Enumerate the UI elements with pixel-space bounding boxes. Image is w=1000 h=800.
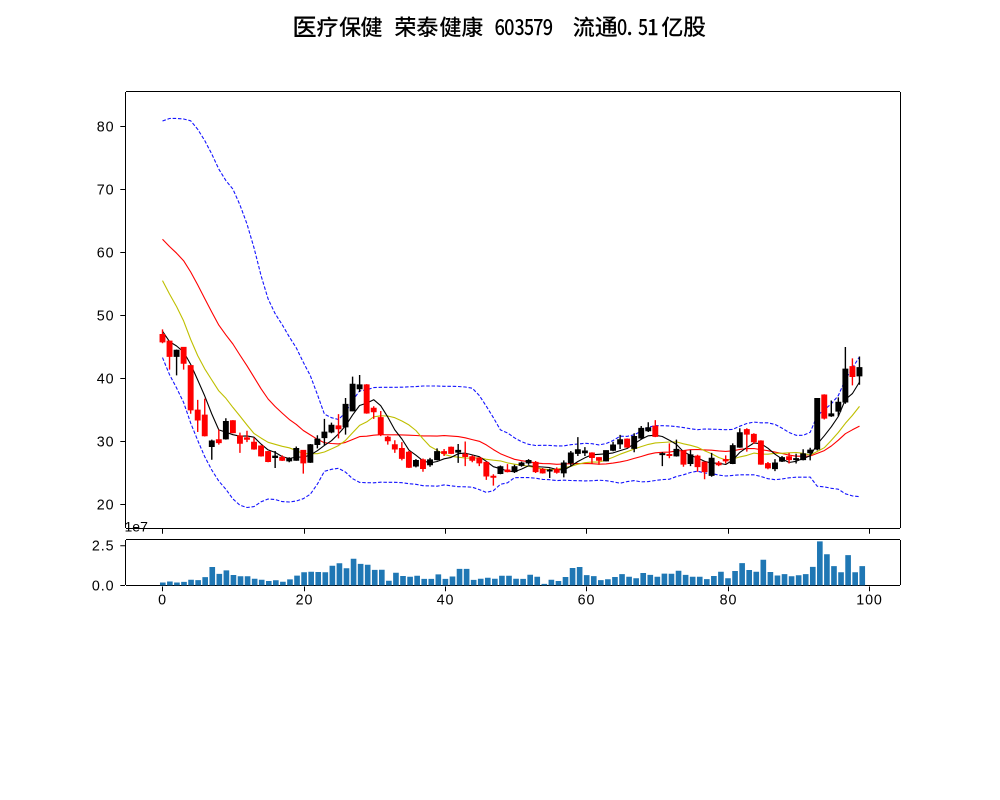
svg-text:2.5: 2.5: [92, 539, 115, 555]
svg-text:80: 80: [720, 593, 738, 609]
svg-text:80: 80: [97, 119, 115, 135]
svg-text:100: 100: [856, 593, 883, 609]
svg-text:60: 60: [578, 593, 596, 609]
svg-text:0: 0: [158, 593, 167, 609]
svg-text:50: 50: [97, 308, 115, 324]
svg-text:20: 20: [97, 497, 115, 513]
svg-text:70: 70: [97, 182, 115, 198]
svg-text:60: 60: [97, 245, 115, 261]
svg-text:0.0: 0.0: [92, 578, 115, 594]
svg-text:20: 20: [296, 593, 314, 609]
svg-text:1e7: 1e7: [125, 519, 149, 535]
svg-text:40: 40: [97, 371, 115, 387]
svg-text:40: 40: [437, 593, 455, 609]
svg-text:30: 30: [97, 434, 115, 450]
